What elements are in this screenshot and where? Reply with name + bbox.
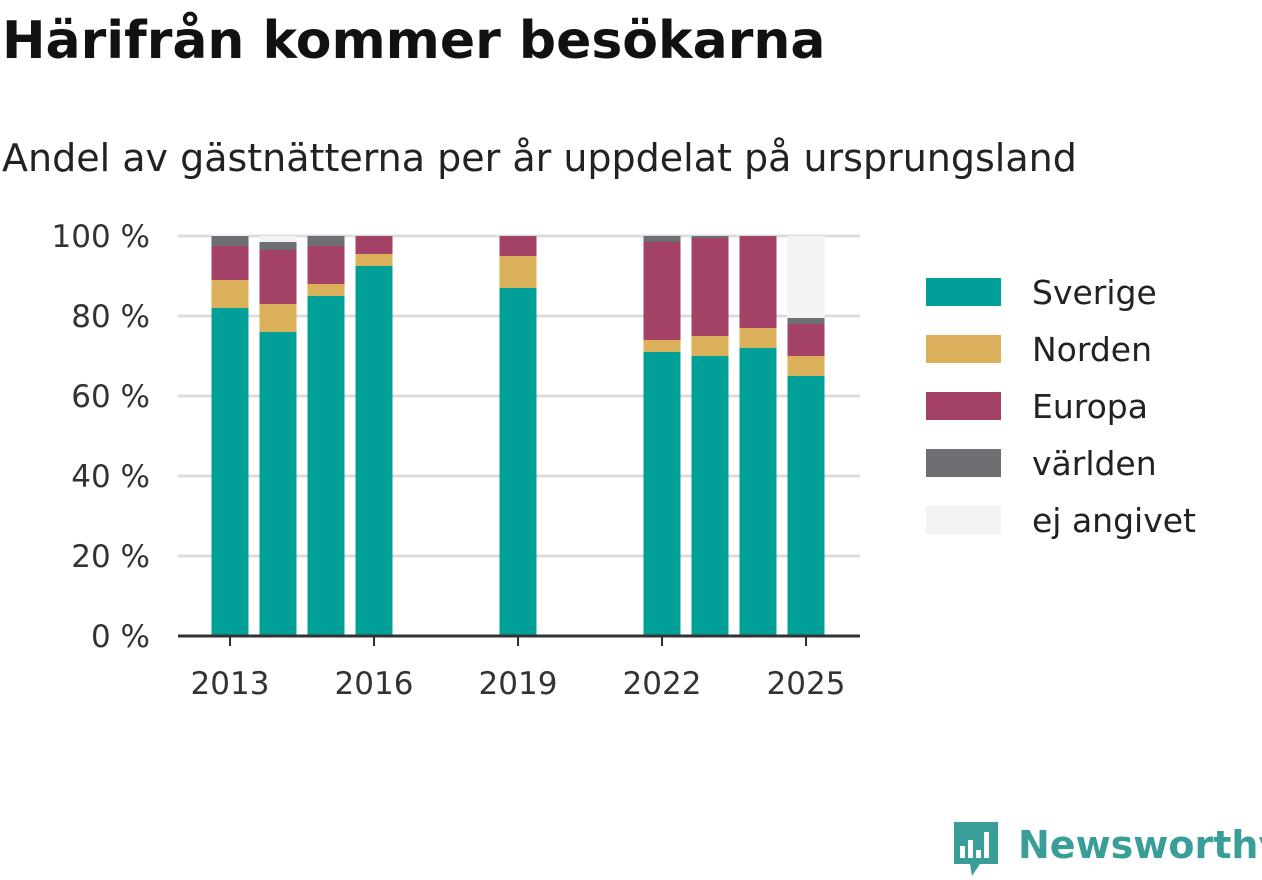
x-tick-label: 2022 xyxy=(623,666,702,702)
bar-segment xyxy=(787,318,825,324)
bar-segment xyxy=(643,242,681,340)
bar-segment xyxy=(787,236,825,318)
x-tick-label: 2013 xyxy=(191,666,270,702)
legend-label: Norden xyxy=(1032,330,1152,369)
bar-segment xyxy=(307,296,345,636)
y-tick-label: 40 % xyxy=(71,459,150,495)
bar-segment xyxy=(739,348,777,636)
bar-segment xyxy=(691,356,729,636)
bar-segment xyxy=(307,236,345,246)
stacked-bar-chart: 0 % 20 % 40 % 60 % 80 % 100 % 2013 2016 2019 2022… xyxy=(52,219,1197,702)
legend-label: Europa xyxy=(1032,387,1148,426)
bar-segment xyxy=(211,308,249,636)
bar-segment xyxy=(211,280,249,308)
bar-segment xyxy=(739,236,777,328)
bar-segment xyxy=(355,266,393,636)
bar-segment xyxy=(355,236,393,254)
bar-segment xyxy=(787,324,825,356)
bar-segment xyxy=(307,284,345,296)
bar-segment xyxy=(259,304,297,332)
bar-segment xyxy=(499,236,537,256)
bar-segment xyxy=(259,236,297,242)
brand-logo: Newsworthy xyxy=(950,818,1262,880)
bar-segment xyxy=(739,328,777,348)
bar-segment xyxy=(691,238,729,336)
chart-subtitle: Andel av gästnätterna per år uppdelat på… xyxy=(2,136,1077,180)
bar-segment xyxy=(259,242,297,250)
legend-swatch xyxy=(926,392,1001,420)
legend-swatch xyxy=(926,335,1001,363)
legend-label: världen xyxy=(1032,444,1157,483)
bar-segment xyxy=(691,336,729,356)
legend-swatch xyxy=(926,449,1001,477)
bar-segment xyxy=(643,352,681,636)
y-tick-label: 20 % xyxy=(71,539,150,575)
bar-segment xyxy=(499,288,537,636)
y-tick-label: 100 % xyxy=(52,219,150,255)
bar-segment xyxy=(499,256,537,288)
chart-title: Härifrån kommer besökarna xyxy=(2,11,826,71)
legend-swatch xyxy=(926,506,1001,534)
y-tick-label: 80 % xyxy=(71,299,150,335)
y-tick-label: 60 % xyxy=(71,379,150,415)
bar-segment xyxy=(643,340,681,352)
bar-segment xyxy=(355,254,393,266)
y-tick-label: 0 % xyxy=(91,619,150,655)
bar-segment xyxy=(643,236,681,242)
legend-label: ej angivet xyxy=(1032,501,1196,540)
x-tick-label: 2025 xyxy=(767,666,846,702)
x-tick-label: 2016 xyxy=(335,666,414,702)
bar-segment xyxy=(211,236,249,246)
bar-segment xyxy=(211,246,249,280)
bar-segment xyxy=(259,332,297,636)
bar-segment xyxy=(259,250,297,304)
bar-segment xyxy=(307,246,345,284)
brand-name: Newsworthy xyxy=(1018,823,1262,867)
bar-chart-speech-bubble-icon xyxy=(954,822,998,876)
bar-segment xyxy=(787,376,825,636)
bar-segment xyxy=(787,356,825,376)
legend-swatch xyxy=(926,278,1001,306)
x-tick-label: 2019 xyxy=(479,666,558,702)
legend-label: Sverige xyxy=(1032,273,1157,312)
bar-segment xyxy=(211,234,249,236)
bar-segment xyxy=(691,236,729,238)
